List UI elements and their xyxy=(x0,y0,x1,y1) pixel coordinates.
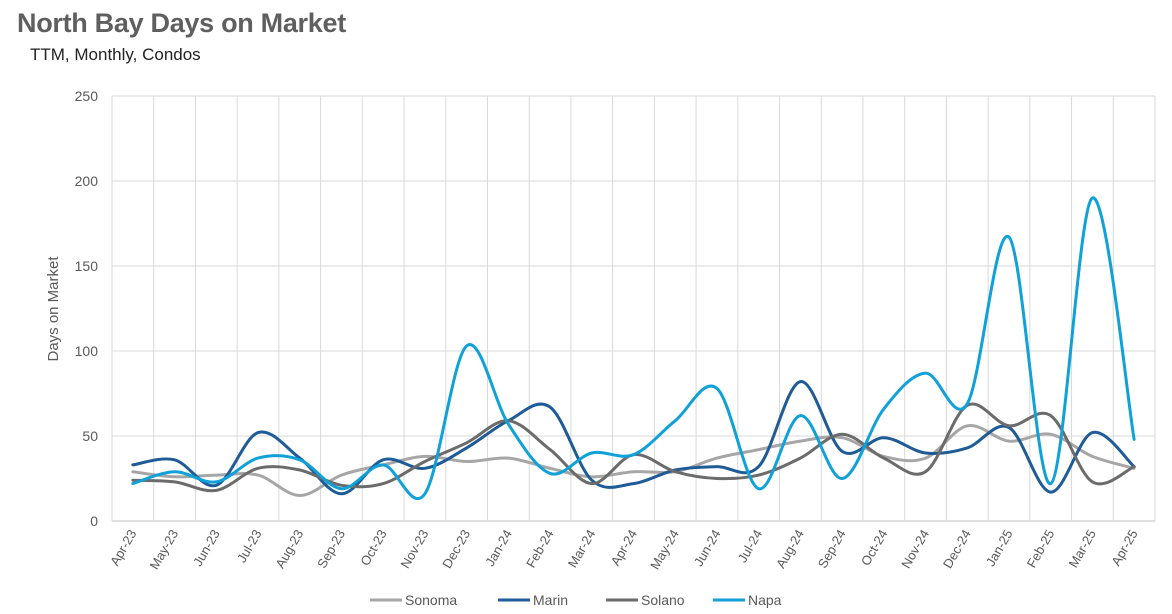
y-tick-label: 150 xyxy=(75,258,99,274)
x-tick-label: Dec-23 xyxy=(439,527,473,571)
legend-label-solano: Solano xyxy=(641,592,685,608)
grid-lines xyxy=(111,95,1156,522)
x-tick-label: Apr-23 xyxy=(107,527,140,568)
y-axis-title: Days on Market xyxy=(45,256,62,362)
x-tick-label: Apr-24 xyxy=(608,527,641,568)
x-tick-label: Aug-23 xyxy=(272,527,306,571)
x-tick-label: Nov-23 xyxy=(398,527,432,571)
chart-subtitle: TTM, Monthly, Condos xyxy=(30,45,201,64)
legend-label-sonoma: Sonoma xyxy=(405,592,457,608)
x-tick-label: Sep-23 xyxy=(314,527,348,571)
y-tick-label: 200 xyxy=(75,173,99,189)
x-tick-label: Dec-24 xyxy=(940,527,974,571)
legend: Sonoma Marin Solano Napa xyxy=(370,592,782,608)
x-tick-label: Mar-24 xyxy=(565,527,599,570)
x-tick-label: May-24 xyxy=(647,527,682,572)
series-line-sonoma xyxy=(131,424,1136,497)
chart-title: North Bay Days on Market xyxy=(17,8,346,38)
x-tick-label: Jul-24 xyxy=(735,527,766,565)
y-tick-label: 50 xyxy=(82,428,98,444)
x-tick-label: Jun-24 xyxy=(691,527,724,569)
y-tick-label: 250 xyxy=(75,88,99,104)
x-tick-label: Oct-23 xyxy=(357,527,389,568)
x-tick-label: Aug-24 xyxy=(773,527,807,571)
y-tick-label: 100 xyxy=(75,343,99,359)
series-lines xyxy=(131,196,1136,500)
legend-label-napa: Napa xyxy=(748,592,782,608)
x-tick-label: Apr-25 xyxy=(1108,527,1141,568)
x-axis-ticks: Apr-23 May-23 Jun-23 Jul-23 Aug-23 Sep-23 Oct-… xyxy=(107,527,1141,572)
series-line-napa xyxy=(131,196,1136,500)
y-tick-label: 0 xyxy=(90,513,98,529)
series-line-marin xyxy=(131,380,1136,496)
x-tick-label: Jan-24 xyxy=(482,527,515,569)
x-tick-label: Feb-25 xyxy=(1024,527,1058,570)
x-tick-label: Nov-24 xyxy=(898,527,932,571)
x-tick-label: Mar-25 xyxy=(1065,527,1099,570)
x-tick-label: Sep-24 xyxy=(815,527,849,571)
x-tick-label: Jul-23 xyxy=(234,527,265,565)
x-tick-label: Oct-24 xyxy=(858,527,890,568)
series-line-solano xyxy=(131,402,1136,493)
x-tick-label: Jan-25 xyxy=(983,527,1016,569)
x-tick-label: Jun-23 xyxy=(190,527,223,569)
y-axis-ticks: 0 50 100 150 200 250 xyxy=(75,88,99,529)
x-tick-label: Feb-24 xyxy=(523,527,557,570)
legend-label-marin: Marin xyxy=(533,592,568,608)
x-tick-label: May-23 xyxy=(147,527,182,572)
